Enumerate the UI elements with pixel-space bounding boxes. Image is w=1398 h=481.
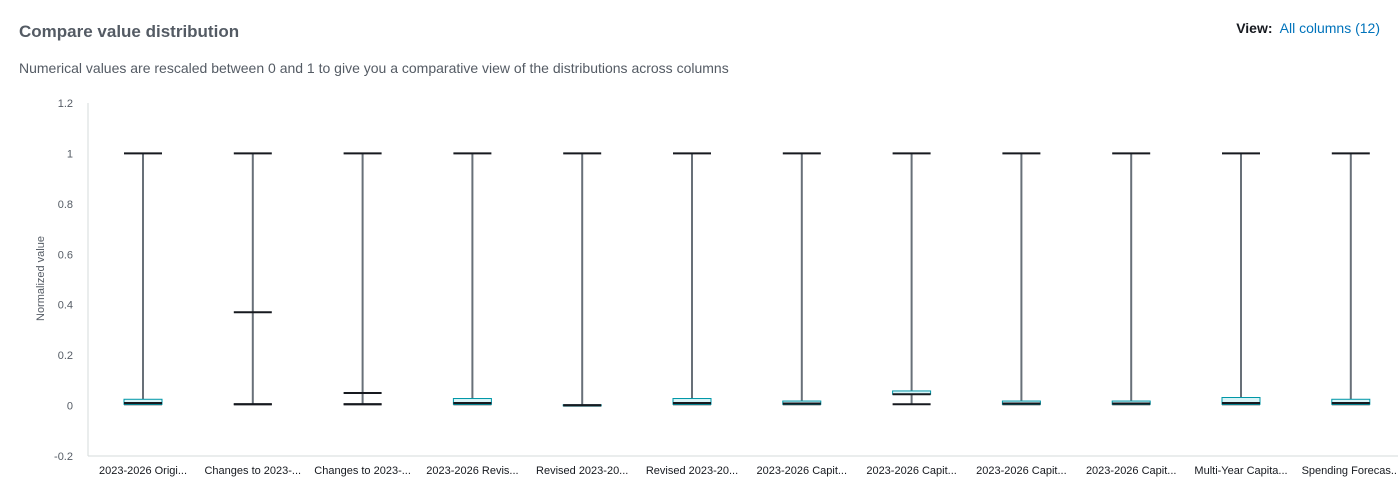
y-tick-label: 0.8 (58, 199, 73, 211)
box-iqr (1221, 397, 1261, 405)
y-tick-label: 0.6 (58, 249, 73, 261)
x-category-label: Revised 2023-20... (536, 465, 628, 477)
x-category-label: 2023-2026 Revis... (426, 465, 518, 477)
x-category-label: Revised 2023-20... (646, 465, 738, 477)
panel-subtitle: Numerical values are rescaled between 0 … (19, 60, 729, 76)
x-category-label: 2023-2026 Origi... (99, 465, 187, 477)
panel-title: Compare value distribution (19, 22, 240, 41)
x-category-label: Changes to 2023-... (314, 465, 411, 477)
box-iqr (123, 398, 163, 405)
view-columns-link[interactable]: All columns (12) (1279, 20, 1380, 36)
y-tick-label: 0.2 (58, 350, 73, 362)
box-iqr (1331, 398, 1371, 405)
x-category-label: 2023-2026 Capit... (976, 465, 1067, 477)
view-selector: View: All columns (12) (1236, 20, 1380, 36)
box-iqr (672, 398, 712, 405)
x-category-label: 2023-2026 Capit... (1086, 465, 1177, 477)
x-category-label: 2023-2026 Capit... (757, 465, 848, 477)
y-tick-label: -0.2 (54, 451, 73, 463)
y-tick-label: 1 (67, 148, 73, 160)
x-category-label: Multi-Year Capita... (1194, 465, 1287, 477)
y-tick-label: 1.2 (58, 98, 73, 110)
x-category-label: Spending Forecas... (1302, 465, 1398, 477)
y-tick-label: 0.4 (58, 300, 73, 312)
x-category-label: 2023-2026 Capit... (866, 465, 957, 477)
x-category-label: Changes to 2023-... (204, 465, 301, 477)
y-axis-title: Normalized value (35, 236, 47, 321)
box-iqr (452, 398, 492, 405)
view-label: View: (1236, 20, 1273, 36)
y-tick-label: 0 (67, 401, 73, 413)
